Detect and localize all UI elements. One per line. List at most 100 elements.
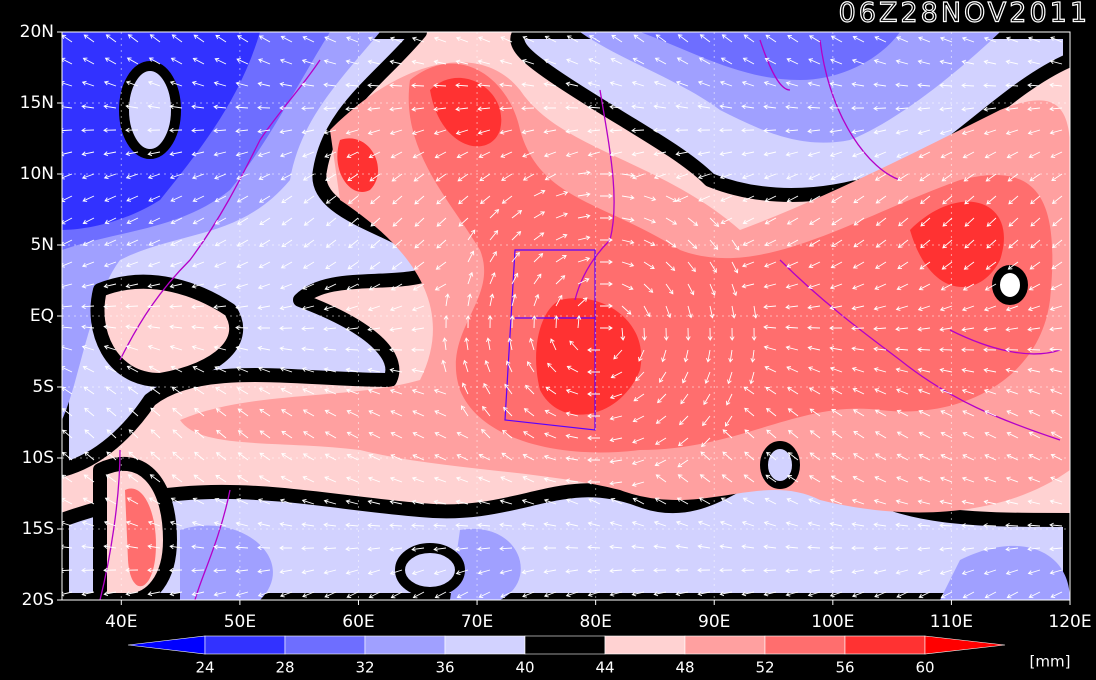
wind-arrow xyxy=(1005,569,1019,576)
wind-arrow xyxy=(411,523,425,529)
chart-title: 06Z28NOV2011 xyxy=(839,0,1090,29)
wind-arrow xyxy=(1006,591,1019,599)
wind-arrow xyxy=(279,305,293,311)
wind-arrow xyxy=(939,326,953,332)
wind-arrow xyxy=(235,151,249,157)
wind-arrow xyxy=(105,474,117,483)
wind-arrow xyxy=(939,106,953,112)
wind-arrow xyxy=(147,151,161,157)
wind-arrow xyxy=(587,568,601,574)
wind-arrow xyxy=(172,429,183,439)
wind-arrow xyxy=(527,361,535,373)
wind-arrow xyxy=(323,106,337,112)
wind-arrow xyxy=(148,365,161,373)
wind-arrow xyxy=(125,544,139,549)
wind-arrow xyxy=(851,129,865,135)
wind-arrow xyxy=(193,407,205,417)
wind-arrow xyxy=(719,173,733,180)
wind-arrow xyxy=(345,367,359,373)
wind-arrow xyxy=(103,151,117,157)
wind-arrow xyxy=(873,569,887,575)
wind-arrow xyxy=(609,544,623,550)
wind-arrow xyxy=(324,283,337,291)
wind-arrow xyxy=(389,106,403,112)
wind-arrow xyxy=(643,239,656,247)
wind-arrow xyxy=(632,497,645,505)
wind-arrow xyxy=(1007,173,1019,182)
wind-arrow xyxy=(697,567,711,573)
wind-arrow xyxy=(1005,546,1019,552)
wind-arrow xyxy=(544,409,557,417)
wind-arrow xyxy=(631,459,645,466)
wind-arrow xyxy=(323,129,337,135)
plot-frame xyxy=(61,31,1071,601)
wind-arrow xyxy=(125,520,139,527)
wind-arrow xyxy=(215,387,227,395)
wind-arrow xyxy=(1049,82,1063,88)
wind-arrow xyxy=(367,522,381,528)
wind-arrow xyxy=(609,128,623,134)
wind-arrow xyxy=(1029,261,1041,270)
wind-arrow xyxy=(1050,591,1063,598)
wind-arrow xyxy=(941,173,953,182)
wind-arrow xyxy=(918,283,931,291)
wind-arrow xyxy=(103,261,117,268)
wind-arrow xyxy=(169,591,183,597)
wind-arrow xyxy=(917,388,931,395)
wind-arrow xyxy=(875,239,887,248)
wind-arrow xyxy=(323,82,337,88)
wind-arrow xyxy=(279,366,293,373)
wind-arrow xyxy=(235,521,249,527)
wind-arrow xyxy=(785,324,799,330)
wind-arrow xyxy=(455,36,469,43)
wind-arrow xyxy=(444,293,450,307)
wind-arrow xyxy=(147,104,161,109)
wind-arrow xyxy=(389,569,403,576)
wind-arrow xyxy=(787,452,799,461)
wind-arrow xyxy=(279,151,293,158)
wind-arrow xyxy=(742,195,755,202)
wind-arrow xyxy=(831,217,843,226)
wind-arrow xyxy=(81,127,95,133)
wind-arrow xyxy=(763,544,777,550)
wind-arrow xyxy=(675,80,689,87)
wind-arrow xyxy=(919,261,931,270)
wind-arrow xyxy=(808,58,821,65)
wind-arrow xyxy=(214,239,227,247)
wind-arrow xyxy=(1005,367,1019,373)
wind-arrow xyxy=(301,522,315,528)
wind-arrow xyxy=(744,407,755,417)
wind-arrow xyxy=(831,452,843,461)
wind-arrow xyxy=(150,451,161,461)
colorbar-label: 44 xyxy=(595,659,614,677)
wind-arrow xyxy=(62,365,73,373)
wind-arrow xyxy=(588,58,601,65)
wind-arrow xyxy=(413,173,425,182)
wind-arrow xyxy=(501,195,513,204)
wind-arrow xyxy=(600,281,613,287)
wind-arrow xyxy=(1050,36,1063,43)
wind-arrow xyxy=(720,195,733,202)
wind-arrow xyxy=(433,523,447,528)
wind-arrow xyxy=(435,173,447,182)
wind-arrow xyxy=(874,476,887,483)
wind-arrow xyxy=(1028,410,1041,417)
wind-arrow xyxy=(1027,499,1041,505)
wind-arrow xyxy=(192,239,205,247)
wind-arrow xyxy=(741,104,755,110)
wind-arrow xyxy=(499,106,513,112)
wind-arrow xyxy=(874,431,887,439)
wind-arrow xyxy=(302,388,315,395)
wind-arrow xyxy=(961,569,975,576)
wind-arrow xyxy=(500,591,513,598)
wind-arrow xyxy=(522,151,535,158)
wind-arrow xyxy=(281,453,293,461)
wind-arrow xyxy=(213,104,227,110)
wind-arrow xyxy=(433,569,447,576)
wind-arrow xyxy=(483,382,491,395)
wind-arrow xyxy=(983,499,997,505)
wind-arrow xyxy=(235,568,249,574)
wind-arrow xyxy=(895,569,909,575)
wind-arrow xyxy=(521,105,535,111)
wind-arrow xyxy=(367,569,381,575)
